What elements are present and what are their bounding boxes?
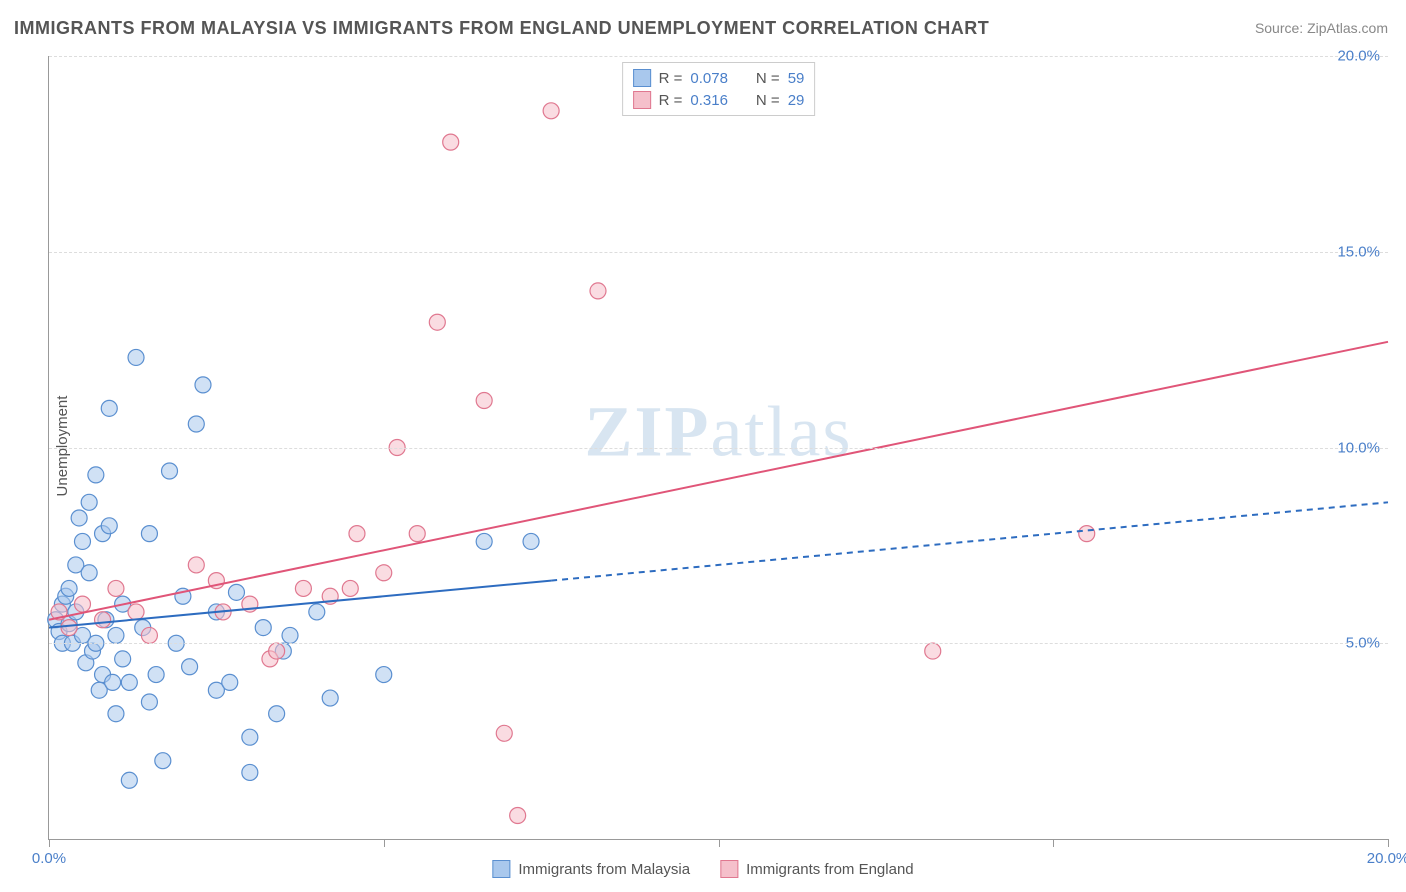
data-point [496, 725, 512, 741]
data-point [523, 533, 539, 549]
legend-n-label: N = [756, 92, 780, 109]
chart-title: IMMIGRANTS FROM MALAYSIA VS IMMIGRANTS F… [14, 18, 989, 39]
data-point [242, 729, 258, 745]
data-point [74, 533, 90, 549]
gridline [49, 448, 1388, 449]
data-point [476, 393, 492, 409]
data-point [81, 494, 97, 510]
y-tick-label: 10.0% [1337, 439, 1380, 456]
data-point [925, 643, 941, 659]
data-point [1079, 526, 1095, 542]
data-point [195, 377, 211, 393]
data-point [71, 510, 87, 526]
data-point [74, 596, 90, 612]
x-tick [49, 839, 50, 847]
gridline [49, 252, 1388, 253]
x-tick [384, 839, 385, 847]
data-point [81, 565, 97, 581]
data-point [188, 557, 204, 573]
legend-r-label: R = [659, 92, 683, 109]
legend-n-label: N = [756, 70, 780, 87]
data-point [429, 314, 445, 330]
data-point [108, 627, 124, 643]
data-point [349, 526, 365, 542]
legend-r-label: R = [659, 70, 683, 87]
data-point [309, 604, 325, 620]
data-point [141, 694, 157, 710]
data-point [269, 643, 285, 659]
data-point [242, 764, 258, 780]
trend-line [49, 342, 1388, 620]
y-tick-label: 5.0% [1346, 635, 1380, 652]
series-legend-item: Immigrants from England [720, 860, 914, 878]
legend-swatch [633, 69, 651, 87]
data-point [510, 808, 526, 824]
chart-container: IMMIGRANTS FROM MALAYSIA VS IMMIGRANTS F… [0, 0, 1406, 892]
data-point [108, 706, 124, 722]
plot-area: ZIPatlas R = 0.078N = 59R = 0.316N = 29 … [48, 56, 1388, 840]
data-point [376, 667, 392, 683]
data-point [141, 627, 157, 643]
data-point [88, 467, 104, 483]
data-point [282, 627, 298, 643]
legend-swatch [492, 860, 510, 878]
data-point [222, 674, 238, 690]
x-tick [719, 839, 720, 847]
data-point [95, 612, 111, 628]
data-point [182, 659, 198, 675]
data-point [128, 349, 144, 365]
data-point [141, 526, 157, 542]
data-point [101, 400, 117, 416]
legend-r-value: 0.078 [690, 70, 728, 87]
x-tick-label: 0.0% [32, 850, 66, 867]
data-point [188, 416, 204, 432]
legend-r-value: 0.316 [690, 92, 728, 109]
gridline [49, 643, 1388, 644]
y-tick-label: 20.0% [1337, 48, 1380, 65]
data-point [228, 584, 244, 600]
x-tick [1053, 839, 1054, 847]
data-point [155, 753, 171, 769]
x-tick-label: 20.0% [1367, 850, 1406, 867]
data-point [121, 674, 137, 690]
legend-swatch [720, 860, 738, 878]
data-point [148, 667, 164, 683]
legend-swatch [633, 91, 651, 109]
data-point [295, 580, 311, 596]
data-point [108, 580, 124, 596]
data-point [61, 580, 77, 596]
data-point [128, 604, 144, 620]
data-point [322, 690, 338, 706]
legend-row: R = 0.316 N = 29 [633, 89, 805, 111]
source-attribution: Source: ZipAtlas.com [1255, 20, 1388, 36]
data-point [115, 651, 131, 667]
data-point [590, 283, 606, 299]
series-legend-label: Immigrants from Malaysia [518, 861, 690, 878]
series-legend-item: Immigrants from Malaysia [492, 860, 690, 878]
data-point [61, 620, 77, 636]
data-point [476, 533, 492, 549]
data-point [101, 518, 117, 534]
correlation-legend: R = 0.078 N = 59 R = 0.316 N = 29 [622, 62, 816, 116]
legend-row: R = 0.078 N = 59 [633, 67, 805, 89]
data-point [105, 674, 121, 690]
data-point [443, 134, 459, 150]
y-tick-label: 15.0% [1337, 243, 1380, 260]
data-point [376, 565, 392, 581]
data-point [255, 620, 271, 636]
data-point [409, 526, 425, 542]
gridline [49, 56, 1388, 57]
data-point [269, 706, 285, 722]
data-point [543, 103, 559, 119]
data-point [121, 772, 137, 788]
x-tick [1388, 839, 1389, 847]
trend-line-dashed [551, 502, 1388, 580]
data-point [342, 580, 358, 596]
legend-n-value: 59 [788, 70, 805, 87]
series-legend: Immigrants from Malaysia Immigrants from … [492, 860, 913, 878]
series-legend-label: Immigrants from England [746, 861, 914, 878]
data-point [162, 463, 178, 479]
legend-n-value: 29 [788, 92, 805, 109]
